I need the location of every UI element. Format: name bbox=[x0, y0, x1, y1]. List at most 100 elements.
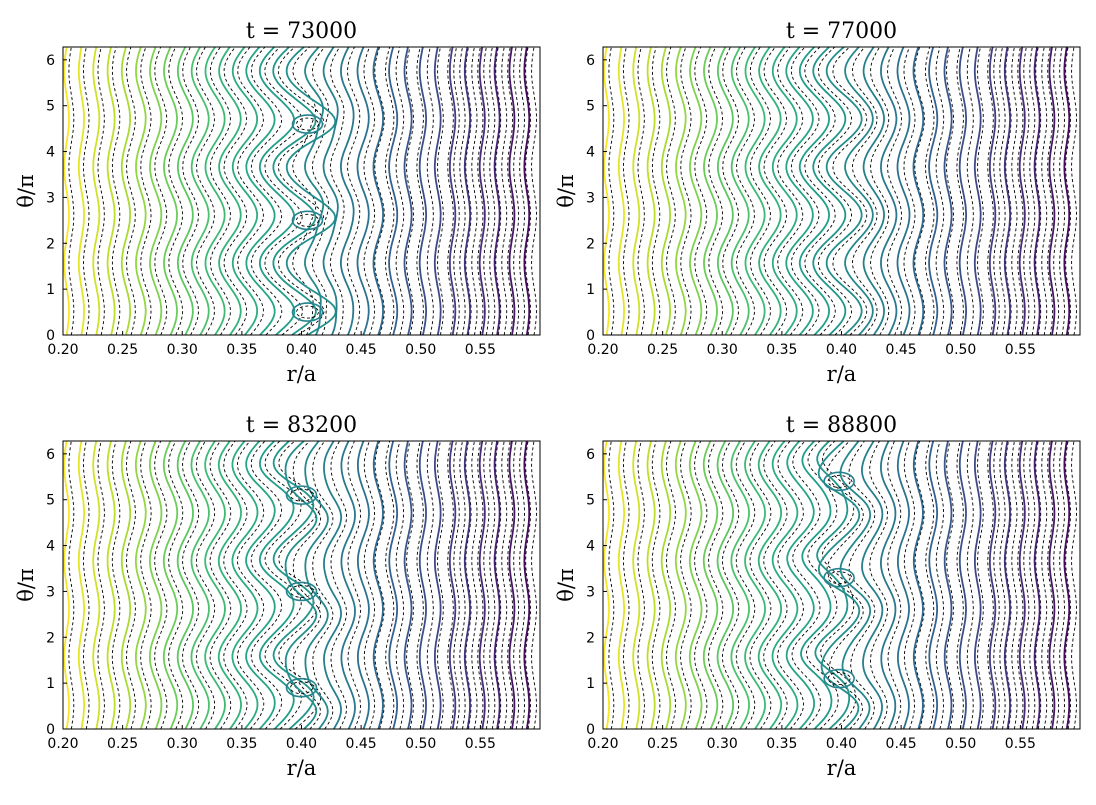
dashed-contour-31 bbox=[465, 441, 472, 729]
solid-contour-14 bbox=[258, 47, 296, 335]
island-contour-2 bbox=[285, 485, 318, 505]
x-tick-label: 0.25 bbox=[647, 736, 678, 752]
solid-contour-6 bbox=[689, 47, 703, 335]
solid-contour-8 bbox=[717, 47, 734, 335]
solid-contour-14 bbox=[800, 441, 833, 729]
solid-contour-18 bbox=[322, 47, 339, 335]
solid-contour-24 bbox=[418, 441, 427, 729]
dashed-contour-36 bbox=[495, 441, 502, 729]
dashed-contour-24 bbox=[946, 441, 954, 729]
y-tick-label: 1 bbox=[46, 282, 55, 298]
y-tick-label: 5 bbox=[46, 493, 55, 509]
dashed-contour-19 bbox=[887, 441, 902, 729]
solid-contour-4 bbox=[660, 47, 671, 335]
island-separatrix-0 bbox=[290, 681, 313, 695]
x-tick-label: 0.55 bbox=[465, 736, 496, 752]
dashed-contour-10 bbox=[749, 47, 771, 335]
dashed-contour-19 bbox=[347, 47, 361, 335]
solid-contour-1 bbox=[77, 441, 85, 729]
y-tick-label: 4 bbox=[586, 145, 595, 161]
x-tick-label: 0.45 bbox=[346, 342, 377, 358]
y-tick-label: 3 bbox=[46, 190, 55, 206]
dashed-contour-34 bbox=[1023, 47, 1030, 335]
dashed-contour-40 bbox=[519, 441, 525, 729]
x-tick-label: 0.30 bbox=[707, 342, 738, 358]
solid-contour-8 bbox=[716, 441, 734, 729]
solid-contour-4 bbox=[120, 47, 131, 335]
solid-contour-6 bbox=[149, 47, 163, 335]
dashed-contour-6 bbox=[694, 441, 708, 729]
x-tick-label: 0.55 bbox=[1005, 736, 1036, 752]
dashed-contour-27 bbox=[437, 47, 444, 335]
y-tick-label: 0 bbox=[586, 328, 595, 344]
dashed-contour-15 bbox=[278, 441, 322, 729]
x-axis-label: r/a bbox=[827, 362, 857, 386]
solid-contour-28 bbox=[478, 47, 486, 335]
solid-contour-13 bbox=[245, 47, 276, 335]
solid-contour-29 bbox=[1033, 47, 1041, 335]
dashed-contour-34 bbox=[1023, 441, 1030, 729]
dashed-contour-42 bbox=[531, 47, 537, 335]
solid-contour-13 bbox=[785, 441, 816, 729]
dashed-contour-22 bbox=[385, 441, 395, 729]
solid-contour-10 bbox=[744, 441, 766, 729]
solid-contour-24 bbox=[958, 441, 967, 729]
island-separatrix-2 bbox=[827, 474, 851, 488]
dashed-contour-40 bbox=[1059, 47, 1065, 335]
dashed-contour-9 bbox=[736, 47, 755, 335]
dashed-contour-37 bbox=[1041, 441, 1048, 729]
y-tick-label: 4 bbox=[46, 145, 55, 161]
dashed-contour-40 bbox=[519, 47, 525, 335]
island-separatrix-1 bbox=[827, 571, 851, 585]
dashed-contour-35 bbox=[1029, 441, 1036, 729]
dashed-contour-13 bbox=[791, 441, 821, 729]
solid-contour-26 bbox=[989, 47, 997, 335]
dashed-contour-31 bbox=[1005, 47, 1012, 335]
solid-contour-2 bbox=[632, 47, 641, 335]
dashed-contour-12 bbox=[237, 441, 265, 729]
x-tick-label: 0.40 bbox=[286, 736, 317, 752]
solid-contour-24 bbox=[958, 47, 967, 335]
solid-contour-12 bbox=[231, 47, 258, 335]
dashed-contour-0 bbox=[68, 47, 75, 335]
contour-lines bbox=[603, 47, 1077, 335]
dashed-contour-24 bbox=[406, 441, 414, 729]
contour-panel-3: 0.20 0.25 0.30 0.35 0.40 0.45 0.50 0.55 0 1 2 3 4 5 6 t… bbox=[14, 413, 541, 780]
dashed-contour-39 bbox=[1053, 441, 1060, 729]
dashed-contour-17 bbox=[312, 441, 334, 729]
dashed-contour-41 bbox=[525, 47, 531, 335]
dashed-contour-15 bbox=[817, 47, 852, 335]
solid-contour-0 bbox=[63, 441, 70, 729]
solid-contour-11 bbox=[218, 47, 242, 335]
solid-contour-7 bbox=[702, 441, 719, 729]
solid-contour-17 bbox=[844, 47, 874, 335]
solid-contour-30 bbox=[508, 441, 516, 729]
dashed-contour-9 bbox=[195, 441, 216, 729]
dashed-contour-27 bbox=[977, 47, 984, 335]
x-tick-label: 0.35 bbox=[766, 736, 797, 752]
dashed-contour-8 bbox=[182, 47, 199, 335]
dashed-contour-31 bbox=[465, 47, 472, 335]
solid-contour-22 bbox=[928, 441, 938, 729]
dashed-contour-38 bbox=[1047, 47, 1054, 335]
dashed-contour-18 bbox=[330, 47, 345, 335]
y-tick-label: 5 bbox=[586, 99, 595, 115]
solid-contour-4 bbox=[660, 441, 672, 729]
solid-contour-30 bbox=[1048, 441, 1056, 729]
y-tick-label: 0 bbox=[586, 722, 595, 738]
dashed-contour-31 bbox=[1005, 441, 1012, 729]
contour-lines bbox=[63, 441, 537, 729]
solid-contour-2 bbox=[92, 47, 101, 335]
x-tick-label: 0.55 bbox=[1005, 342, 1036, 358]
dashed-contour-12 bbox=[777, 441, 805, 729]
dashed-contour-42 bbox=[531, 441, 537, 729]
dashed-contour-19 bbox=[887, 47, 902, 335]
solid-contour-16 bbox=[285, 47, 337, 335]
dashed-contour-1 bbox=[83, 47, 90, 335]
solid-contour-21 bbox=[372, 441, 384, 729]
solid-contour-19 bbox=[880, 47, 898, 335]
x-tick-label: 0.45 bbox=[886, 342, 917, 358]
solid-contour-20 bbox=[357, 441, 370, 729]
island-contour-0 bbox=[823, 668, 855, 689]
